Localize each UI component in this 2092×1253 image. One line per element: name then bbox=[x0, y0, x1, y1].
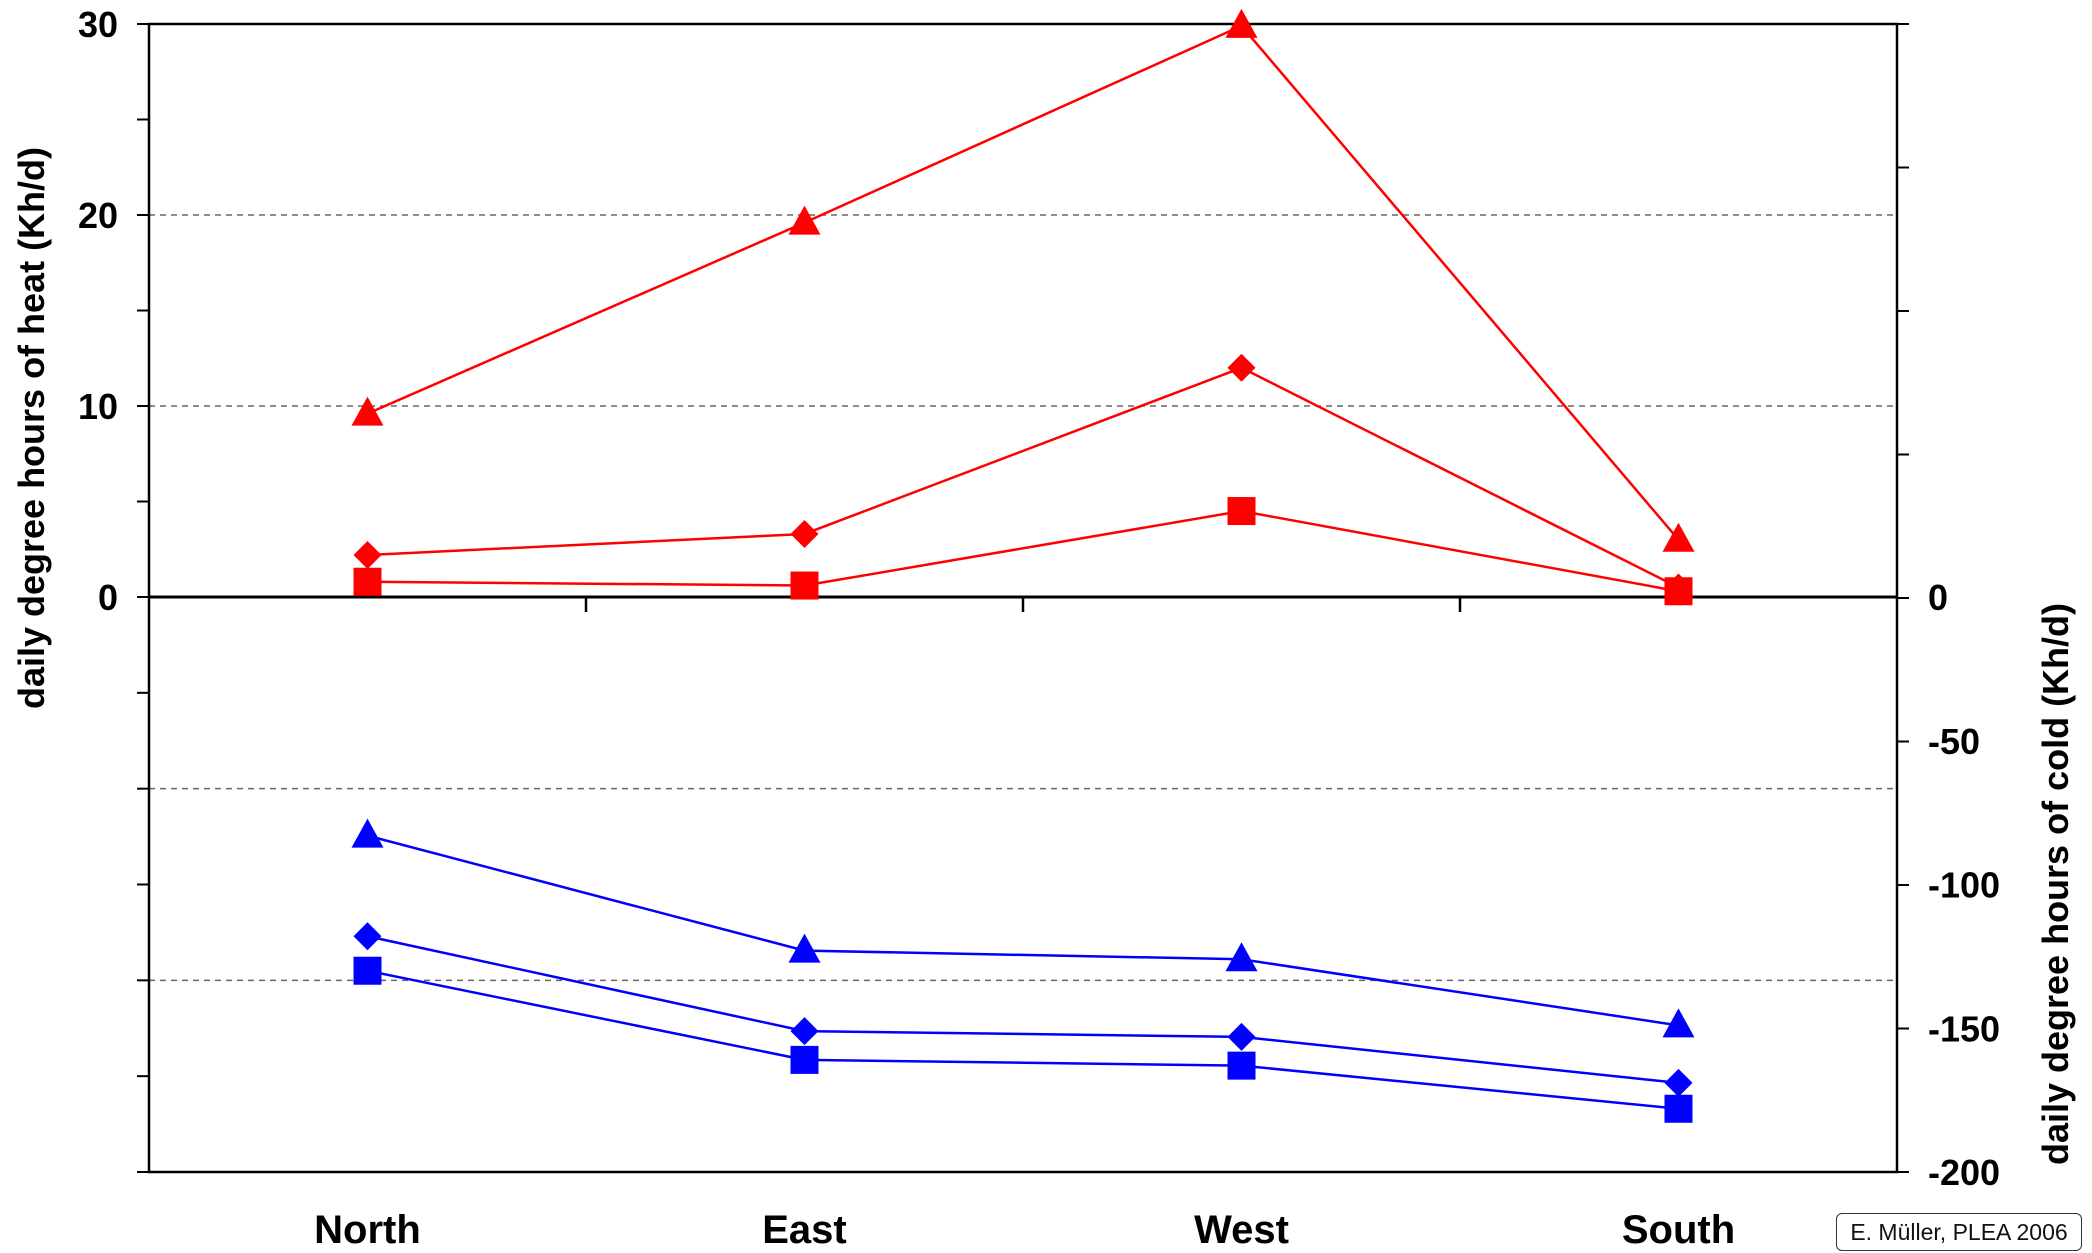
category-label: East bbox=[762, 1208, 847, 1252]
diamond-marker bbox=[1664, 1068, 1693, 1097]
square-marker bbox=[1664, 577, 1693, 606]
category-label: West bbox=[1194, 1208, 1289, 1252]
series-line bbox=[367, 366, 1680, 589]
right-tick-label: -50 bbox=[1928, 721, 1980, 762]
left-tick-label: 10 bbox=[78, 386, 118, 427]
right-tick-label: -200 bbox=[1928, 1152, 2000, 1193]
triangle-marker bbox=[351, 818, 384, 848]
diamond-marker bbox=[790, 519, 819, 548]
triangle-marker bbox=[1225, 942, 1258, 972]
square-marker bbox=[353, 567, 382, 596]
right-tick-label: -100 bbox=[1928, 865, 2000, 906]
diamond-marker bbox=[1227, 353, 1256, 382]
credit-annotation: E. Müller, PLEA 2006 bbox=[1836, 1213, 2082, 1251]
triangle-marker bbox=[788, 933, 821, 963]
diamond-marker bbox=[353, 540, 382, 569]
series-line bbox=[366, 24, 1680, 541]
series-layer bbox=[351, 8, 1695, 1123]
square-marker bbox=[353, 956, 382, 985]
series-line bbox=[367, 509, 1679, 593]
right-tick-label: -150 bbox=[1928, 1008, 2000, 1049]
triangle-marker bbox=[1662, 1008, 1695, 1038]
right-tick-label: 0 bbox=[1928, 577, 1948, 618]
square-marker bbox=[1227, 497, 1256, 526]
grid-lines bbox=[149, 214, 1897, 982]
category-label: South bbox=[1622, 1208, 1735, 1252]
diamond-marker bbox=[1227, 1022, 1256, 1051]
diamond-marker bbox=[790, 1017, 819, 1046]
right-axis-title: daily degree hours of cold (Kh/d) bbox=[2035, 603, 2076, 1165]
triangle-marker bbox=[351, 396, 384, 426]
triangle-marker bbox=[1225, 8, 1258, 38]
square-marker bbox=[790, 571, 819, 600]
triangle-marker bbox=[1662, 522, 1695, 552]
square-marker bbox=[1664, 1094, 1693, 1123]
series-line bbox=[367, 935, 1679, 1085]
square-marker bbox=[790, 1045, 819, 1074]
triangle-marker bbox=[788, 205, 821, 235]
axis-labels: daily degree hours of heat (Kh/d) daily … bbox=[11, 4, 2076, 1252]
left-tick-label: 30 bbox=[78, 4, 118, 45]
left-axis-title: daily degree hours of heat (Kh/d) bbox=[11, 147, 52, 709]
diamond-marker bbox=[353, 922, 382, 951]
left-tick-label: 20 bbox=[78, 195, 118, 236]
series-line bbox=[367, 969, 1679, 1110]
left-tick-label: 0 bbox=[98, 577, 118, 618]
square-marker bbox=[1227, 1051, 1256, 1080]
category-label: North bbox=[314, 1208, 421, 1252]
series-line bbox=[367, 834, 1679, 1027]
plot-frame bbox=[137, 22, 1909, 1174]
